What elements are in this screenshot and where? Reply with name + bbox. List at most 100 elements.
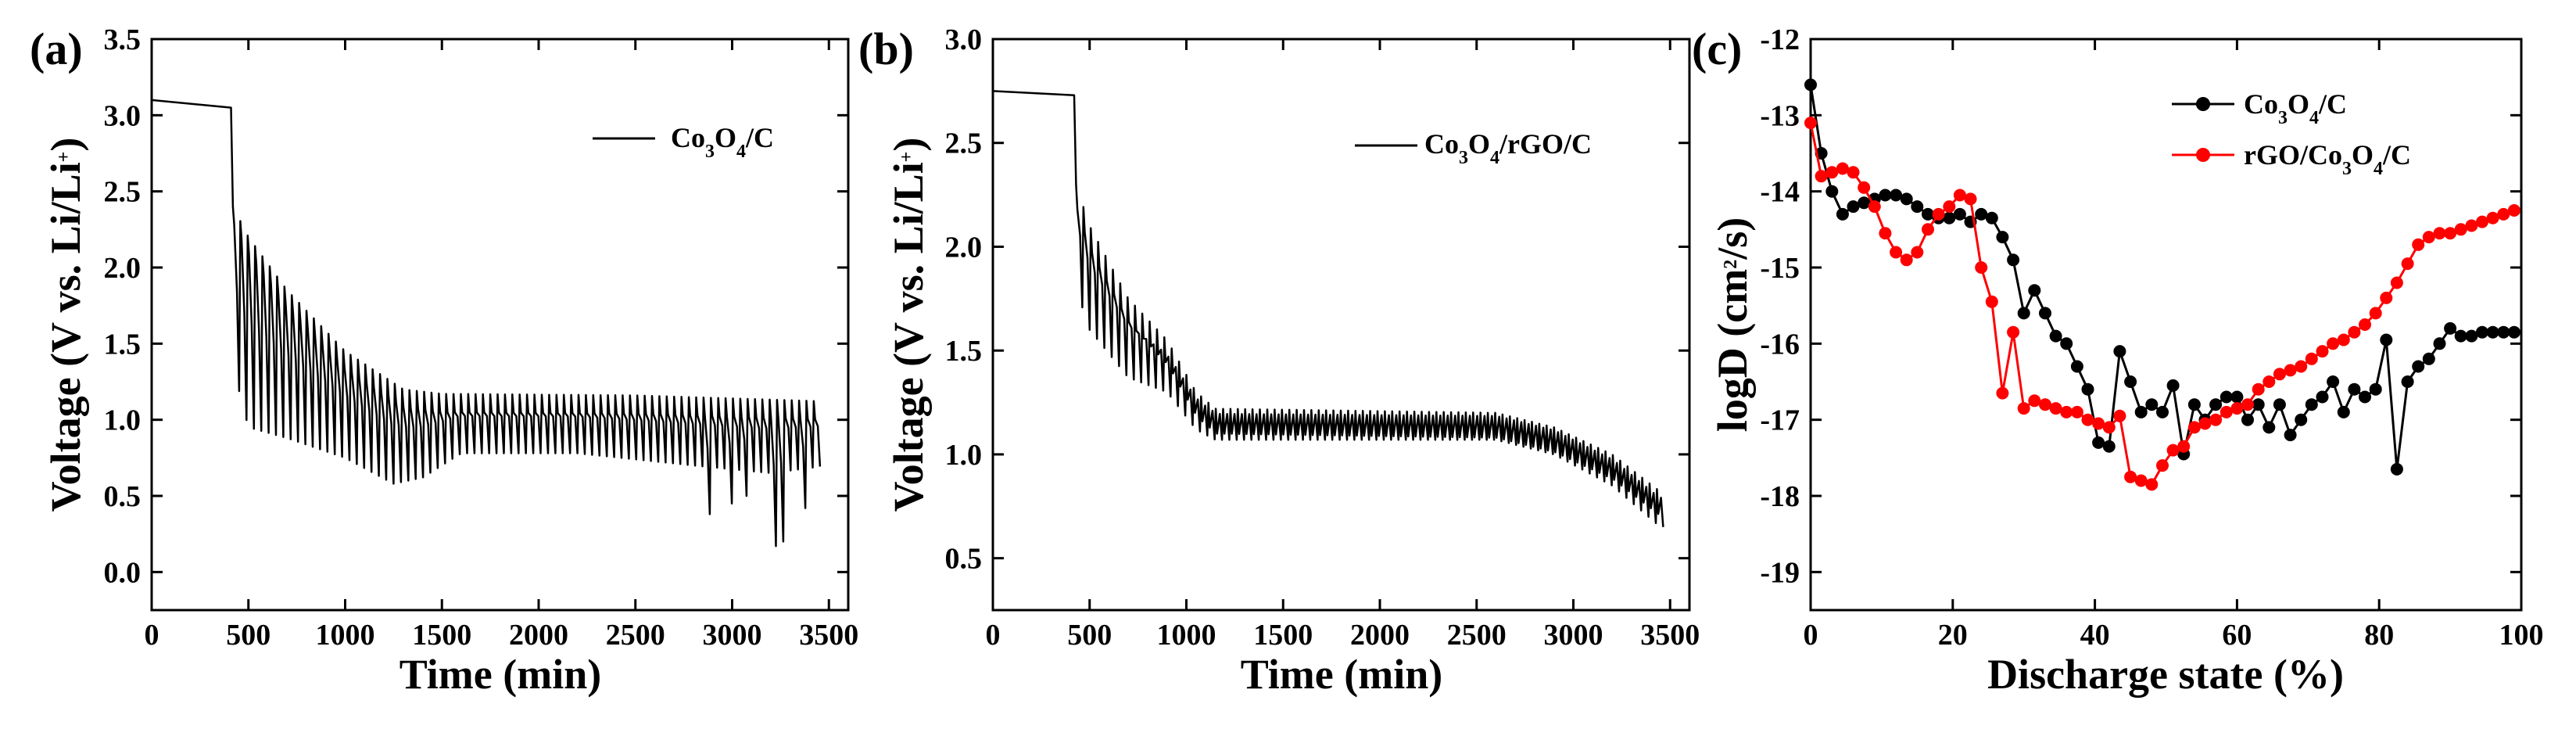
panel-c-series-0-point	[2263, 421, 2276, 434]
panel-c-series-1-point	[1985, 295, 1998, 308]
panel-c-series-0-point	[1890, 189, 1903, 202]
panel-c-series-0-point	[2476, 325, 2488, 339]
panel-c-series-0-point	[2113, 345, 2126, 358]
panel-c-series-1-point	[2177, 440, 2191, 453]
panel-b-y-tick-label: 3.0	[945, 23, 983, 56]
panel-c-series-0-point	[2337, 405, 2350, 418]
panel-b-x-tick-label: 0	[986, 619, 1001, 652]
panel-c-series-1-point	[2486, 211, 2499, 224]
panel-c-series-1-point	[2273, 368, 2286, 381]
panel-c-series-0-point	[2465, 329, 2478, 343]
panel-c-series-0-point	[2070, 360, 2083, 373]
panel-c-series-1-point	[1996, 386, 2009, 400]
panel-c-series-0-point	[2007, 253, 2020, 267]
panel-c-series-1-point	[2284, 364, 2297, 377]
panel-c-series-1-point	[2113, 409, 2126, 422]
panel-a-label: (a)	[30, 23, 83, 74]
panel-a-x-ticks: 0 500 1000 1500 2000 2500 3000 3500	[145, 39, 858, 652]
panel-b: (b) 0.5 1.0 1.5 2.0 2.5 3.0 0 500 1000 1500 2000 2…	[858, 23, 1700, 698]
panel-c-series-1-point	[1858, 181, 1871, 194]
panel-c-series-0-point	[2166, 379, 2180, 392]
panel-c-series-1-point	[2241, 398, 2254, 411]
panel-a-voltage-curve	[151, 99, 822, 548]
panel-c-label: (c)	[1692, 23, 1742, 74]
panel-c-series-1-point	[1953, 189, 1966, 202]
panel-c-series-0-point	[2412, 360, 2425, 373]
panel-b-legend: Co3O4/rGO/C	[1355, 128, 1592, 168]
panel-a-x-tick-label: 500	[226, 619, 270, 652]
panel-c-series-1-point	[2039, 398, 2051, 411]
panel-b-x-tick-label: 1500	[1253, 619, 1313, 652]
panel-c-series-1-point	[2156, 459, 2169, 472]
panel-c-legend-marker-red	[2196, 148, 2210, 162]
panel-c-series-1-point	[2049, 402, 2062, 415]
panel-c-series-0-point	[1985, 211, 1998, 224]
panel-b-x-ticks: 0 500 1000 1500 2000 2500 3000 3500	[986, 39, 1700, 652]
panel-c-series-0-point	[2209, 398, 2223, 411]
panel-c-x-tick-label: 40	[2080, 619, 2110, 652]
panel-c-series-0-point	[2507, 325, 2520, 339]
panel-c-series-0-point	[2305, 398, 2318, 411]
panel-b-y-tick-label: 2.5	[945, 127, 983, 160]
panel-c-series-1-point	[2348, 325, 2361, 339]
panel-b-y-label: Voltage (V vs. Li/Li+)	[885, 138, 932, 512]
panel-c-series-1-point	[2401, 257, 2414, 271]
panel-c-series-0-point	[2380, 333, 2393, 347]
panel-b-plot	[992, 90, 1664, 527]
panel-c-series-1-point	[2380, 291, 2393, 304]
panel-b-x-tick-label: 1000	[1157, 619, 1216, 652]
panel-b-legend-text: Co3O4/rGO/C	[1424, 128, 1592, 168]
panel-c-series-1-point	[2465, 219, 2478, 232]
panel-c-series-1-point	[2305, 352, 2318, 365]
panel-c-series-0-point	[2273, 398, 2286, 411]
panel-c-series-0-point	[1943, 211, 1956, 224]
panel-c-series-0-point	[2092, 436, 2105, 449]
panel-a-y-tick-label: 1.0	[104, 404, 142, 437]
panel-a-x-tick-label: 1000	[316, 619, 375, 652]
panel-b-y-tick-label: 2.0	[945, 231, 983, 264]
panel-c-x-tick-label: 80	[2364, 619, 2394, 652]
panel-a-plot	[151, 99, 822, 548]
panel-c-series-1-point	[2263, 375, 2276, 388]
panel-c-series-1-point	[1943, 200, 1956, 214]
panel-c-series-1-point	[2454, 223, 2467, 236]
panel-c-series-0-point	[2049, 329, 2062, 343]
panel-c-x-ticks: 0 20 40 60 80 100	[1804, 39, 2544, 652]
panel-c-x-tick-label: 100	[2499, 619, 2544, 652]
panel-c-series-1-point	[1825, 166, 1839, 179]
panel-c-series-0-point	[2359, 390, 2371, 404]
panel-c-series-1-point	[2060, 405, 2073, 418]
panel-c-series-1-point	[1879, 227, 1892, 240]
panel-c-series-line-1	[1809, 122, 2515, 487]
panel-c-y-ticks: -12 -13 -14 -15 -16 -17 -18 -19	[1760, 23, 2521, 589]
panel-c-series-1-point	[1868, 200, 1881, 214]
panel-c-y-tick-label: -16	[1760, 328, 1800, 361]
panel-c-series-1-point	[1847, 166, 1860, 179]
panel-c-series-1-point	[2017, 402, 2030, 415]
panel-c-series-1-point	[2507, 204, 2520, 217]
panel-c-series-1-point	[1964, 192, 1977, 206]
panel-c-y-tick-label: -14	[1760, 176, 1800, 209]
panel-c-series-1-point	[2252, 382, 2265, 396]
panel-c-series-0-point	[1922, 207, 1934, 221]
panel-c-series-0-point	[2327, 375, 2340, 388]
panel-c-series-0-point	[1879, 189, 1892, 202]
panel-c-series-1-point	[2166, 444, 2180, 457]
panel-c-series-0-point	[2284, 429, 2297, 442]
panel-b-y-label-main: Voltage (V vs. Li/Li	[885, 162, 932, 512]
panel-b-label: (b)	[858, 23, 914, 74]
panel-c-series-1-point	[1890, 246, 1903, 259]
panel-c-series-1-point	[1836, 162, 1849, 175]
panel-c-y-tick-label: -18	[1760, 480, 1800, 513]
panel-c-legend-text-red: rGO/Co3O4/C	[2244, 139, 2411, 179]
panel-a-legend-text: Co3O4/C	[671, 122, 774, 162]
panel-c-series-0-point	[2444, 321, 2457, 335]
panel-c-series-0-point	[2369, 382, 2382, 396]
panel-c-series-0-point	[2124, 375, 2137, 388]
panel-c-series-0-point	[2422, 352, 2435, 365]
panel-c-series-0-point	[1996, 231, 2009, 244]
panel-c-series-1-point	[2412, 238, 2425, 251]
panel-a-y-label-sup: +	[54, 152, 74, 163]
panel-c-series-1-point	[2102, 421, 2116, 434]
panel-c-series-1-point	[1815, 170, 1828, 183]
